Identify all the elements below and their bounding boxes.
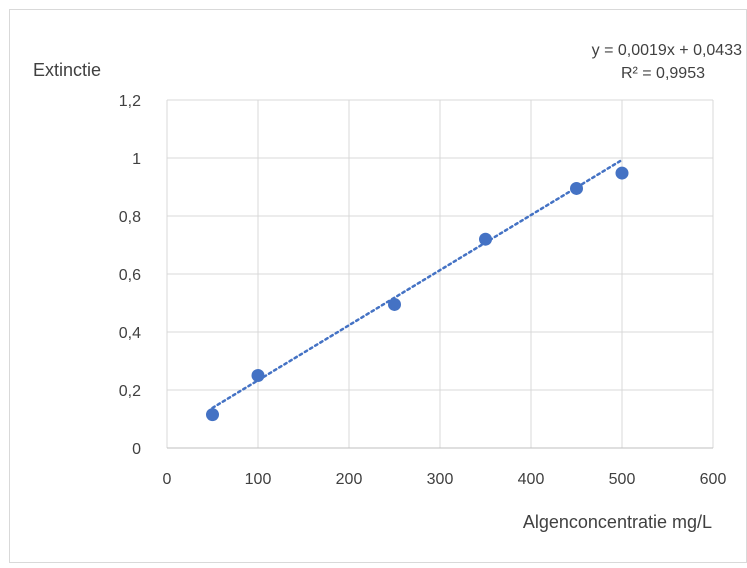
- y-tick-label: 1,2: [119, 93, 141, 110]
- data-point: [388, 297, 401, 311]
- trendline: [211, 158, 624, 410]
- trendline-equation: y = 0,0019x + 0,0433: [592, 42, 742, 59]
- data-point: [206, 408, 219, 422]
- chart-border: [9, 9, 747, 563]
- x-tick-label: 0: [163, 471, 172, 488]
- x-tick-label: 500: [609, 471, 636, 488]
- y-tick-label: 0,6: [119, 267, 141, 284]
- y-tick-label: 0: [132, 441, 141, 458]
- x-tick-label: 600: [700, 471, 727, 488]
- x-tick-label: 100: [245, 471, 272, 488]
- x-tick-label: 300: [427, 471, 454, 488]
- data-point: [615, 166, 629, 180]
- data-point: [570, 181, 583, 195]
- x-tick-labels: 0 100 200 300 400 500 600: [163, 471, 727, 488]
- data-points: [206, 166, 629, 422]
- y-axis-title: Extinctie: [33, 60, 101, 80]
- data-point: [479, 232, 492, 246]
- x-axis-title: Algenconcentratie mg/L: [523, 512, 712, 532]
- y-tick-label: 0,4: [119, 325, 141, 342]
- y-tick-label: 0,8: [119, 209, 141, 226]
- x-tick-label: 200: [336, 471, 363, 488]
- x-tick-label: 400: [518, 471, 545, 488]
- trendline-r2: R² = 0,9953: [621, 65, 705, 82]
- trendline-group: [211, 158, 624, 410]
- y-tick-labels: 0 0,2 0,4 0,6 0,8 1 1,2: [119, 93, 141, 458]
- data-point: [251, 369, 265, 382]
- grid-lines: [166, 99, 714, 448]
- y-tick-label: 0,2: [119, 383, 141, 400]
- y-tick-label: 1: [132, 151, 141, 168]
